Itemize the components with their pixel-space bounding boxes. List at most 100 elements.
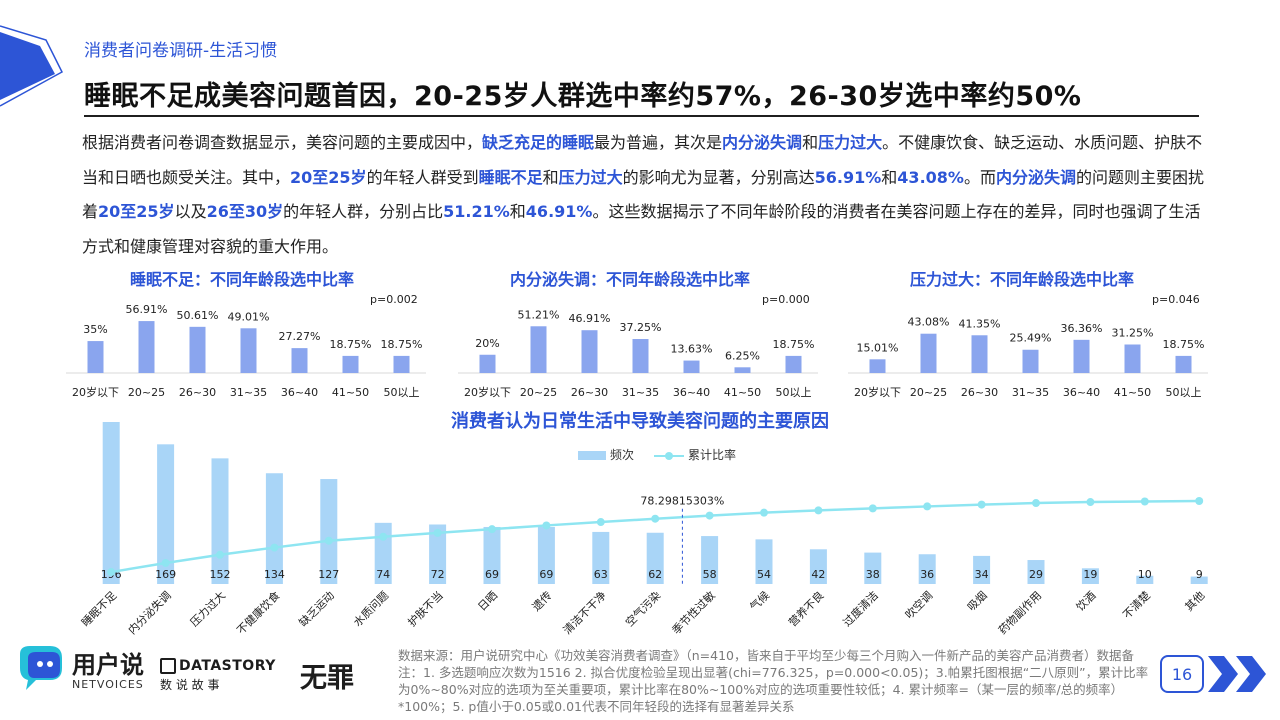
pareto-category-label: 内分泌失调 <box>125 588 174 637</box>
pareto-value-label: 42 <box>811 568 825 581</box>
pareto-bar <box>1027 560 1045 584</box>
bar <box>869 359 886 373</box>
intro-highlight: 压力过大 <box>558 167 623 187</box>
cumulative-annotation: 78.29815303% <box>640 495 724 508</box>
pareto-category-label: 季节性过敏 <box>669 588 718 637</box>
cumulative-point <box>705 511 714 520</box>
chart1-sleep-bars: 35% 20岁以下 56.91% 20~25 50.61% 26~30 49.01% 31~3… <box>66 303 426 399</box>
pareto-category-label: 营养不良 <box>786 588 827 629</box>
datastory-logo: DATASTORY 数 说 故 事 <box>160 658 276 692</box>
pareto-category-label: 睡眠不足 <box>80 589 119 629</box>
data-label: 43.08% <box>908 316 950 329</box>
pareto-bar <box>537 526 555 584</box>
tick-label: 36~40 <box>281 386 318 399</box>
intro-paragraph: 根据消费者问卷调查数据显示，美容问题的主要成因中，缺乏充足的睡眠最为普遍，其次是… <box>82 126 1204 264</box>
cumulative-point <box>923 502 932 511</box>
pareto-category-label: 日晒 <box>475 589 500 614</box>
bar <box>240 328 257 373</box>
cumulative-point <box>379 532 388 541</box>
pareto-value-label: 29 <box>1029 568 1043 581</box>
pareto-bar <box>973 555 991 584</box>
bar <box>785 355 802 373</box>
pareto-value-label: 54 <box>757 568 771 581</box>
intro-highlight: 压力过大 <box>818 133 883 152</box>
corner-decoration <box>0 25 63 107</box>
tick-label: 20~25 <box>520 386 557 399</box>
tick-label: 36~40 <box>1063 386 1100 399</box>
pareto-bar <box>646 532 664 584</box>
pareto-category-label: 吹空调 <box>902 588 935 621</box>
cumulative-point <box>488 525 496 534</box>
bar <box>683 360 700 373</box>
page-title: 睡眠不足成美容问题首因，20-25岁人群选中率约57%，26-30岁选中率约50… <box>84 81 1082 112</box>
tick-label: 36~40 <box>673 386 710 399</box>
bar <box>1022 349 1039 373</box>
pareto-value-label: 127 <box>318 568 339 581</box>
cumulative-point <box>814 506 823 515</box>
pareto-value-label: 36 <box>920 568 934 581</box>
pareto-category-label: 气候 <box>747 588 772 613</box>
pareto-bar <box>157 444 175 584</box>
bar <box>87 341 104 373</box>
intro-text: 最为普遍，其次是 <box>594 133 723 152</box>
data-label: 49.01% <box>228 310 270 323</box>
pareto-category-label: 吸烟 <box>964 588 989 613</box>
intro-text: 根据消费者问卷调查数据显示，美容问题的主要成因中， <box>82 133 483 152</box>
chart3-stress-bars: 15.01% 20岁以下 43.08% 20~25 41.35% 26~30 25.49% 3… <box>848 316 1208 399</box>
chart2-endocrine-bars: 20% 20岁以下 51.21% 20~25 46.91% 26~30 37.25% 31~3… <box>458 308 818 399</box>
cumulative-point <box>651 514 660 523</box>
intro-text: 的年轻人群，分别占比 <box>283 202 444 221</box>
intro-highlight: 51.21% <box>443 202 510 221</box>
pareto-bar <box>1136 575 1154 584</box>
tick-label: 26~30 <box>179 386 216 399</box>
data-label: 56.91% <box>126 303 168 316</box>
pareto-bar <box>1190 576 1208 584</box>
pareto-bar <box>701 536 719 584</box>
pareto-bar <box>429 524 447 584</box>
cumulative-point <box>216 550 224 559</box>
cumulative-point <box>596 518 605 527</box>
intro-highlight: 缺乏充足的睡眠 <box>482 133 595 152</box>
pareto-bar <box>211 458 229 584</box>
pareto-value-label: 34 <box>975 568 989 581</box>
pareto-value-label: 62 <box>648 568 662 581</box>
tick-label: 20岁以下 <box>464 385 511 399</box>
pareto-category-label: 压力过大 <box>187 588 228 629</box>
data-label: 6.25% <box>725 349 760 362</box>
tick-label: 20~25 <box>128 386 165 399</box>
cumulative-point <box>542 521 551 530</box>
pareto-value-label: 169 <box>155 568 176 581</box>
tick-label: 20岁以下 <box>72 385 119 399</box>
pareto-category-label: 护肤不当 <box>405 588 446 629</box>
tick-label: 20岁以下 <box>854 385 901 399</box>
intro-highlight: 43.08% <box>897 167 964 187</box>
tick-label: 20~25 <box>910 386 947 399</box>
bar <box>393 355 410 373</box>
bar <box>1175 355 1192 373</box>
pareto-category-label: 缺乏运动 <box>296 588 337 629</box>
intro-text: 和 <box>881 167 898 187</box>
pareto-value-label: 9 <box>1196 568 1203 581</box>
data-label: 18.75% <box>330 338 372 351</box>
bar <box>189 326 206 373</box>
pareto-value-label: 72 <box>431 568 445 581</box>
cumulative-point <box>1140 497 1149 506</box>
datastory-icon <box>160 658 176 674</box>
data-label: 20% <box>475 337 499 350</box>
pareto-bar <box>483 526 501 584</box>
intro-highlight: 46.91% <box>525 202 593 221</box>
cumulative-point <box>1195 497 1204 505</box>
bar <box>1124 344 1141 373</box>
cumulative-point <box>868 504 877 513</box>
tick-label: 26~30 <box>571 386 608 399</box>
data-label: 27.27% <box>279 330 321 343</box>
chart2-pvalue: p=0.000 <box>762 293 810 306</box>
bar <box>138 321 155 373</box>
pareto-bar <box>592 531 610 584</box>
intro-highlight: 20至25岁 <box>290 167 367 187</box>
bar <box>1073 339 1090 373</box>
pareto-bar <box>320 479 338 584</box>
pareto-value-label: 152 <box>210 568 231 581</box>
section-kicker: 消费者问卷调研-生活习惯 <box>84 41 278 61</box>
